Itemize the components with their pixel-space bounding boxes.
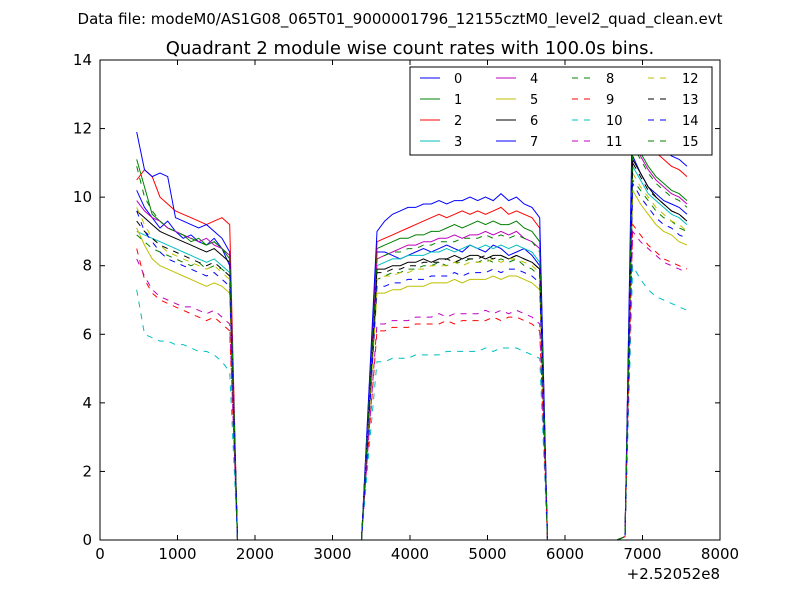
legend-label-5: 5 (530, 93, 538, 108)
legend-label-7: 7 (530, 135, 538, 150)
x-tick-label: 8000 (701, 545, 739, 563)
y-tick-label: 8 (82, 257, 92, 275)
x-tick-label: 4000 (391, 545, 429, 563)
legend-label-3: 3 (454, 135, 462, 150)
legend-label-13: 13 (682, 93, 699, 108)
x-tick-label: 2000 (236, 545, 274, 563)
legend-label-10: 10 (606, 114, 623, 129)
legend-label-15: 15 (682, 135, 699, 150)
legend-label-9: 9 (606, 93, 614, 108)
y-tick-label: 4 (82, 394, 92, 412)
tick-label-layer: 0 1000 2000 3000 4000 5000 6000 7000 80000246810… (73, 51, 739, 563)
x-tick-label: 7000 (623, 545, 661, 563)
legend-label-14: 14 (682, 114, 699, 129)
y-tick-label: 0 (82, 531, 92, 549)
x-tick-label: 3000 (313, 545, 351, 563)
x-tick-label: 5000 (468, 545, 506, 563)
figure-suptitle: Data file: modeM0/AS1G08_065T01_90000017… (78, 10, 723, 29)
plot-frame (99, 59, 721, 541)
legend-label-11: 11 (606, 135, 623, 150)
legend-label-2: 2 (454, 114, 462, 129)
y-tick-label: 6 (82, 325, 92, 343)
chart-title: Quadrant 2 module wise count rates with … (166, 38, 655, 59)
legend-label-4: 4 (530, 72, 538, 87)
legend-label-8: 8 (606, 72, 614, 87)
y-tick-label: 2 (82, 462, 92, 480)
x-offset-label: +2.52052e8 (627, 565, 720, 583)
legend-frame (409, 66, 713, 156)
y-tick-label: 14 (73, 51, 92, 69)
y-tick-label: 10 (73, 188, 92, 206)
legend-label-1: 1 (454, 93, 462, 108)
x-tick-label: 1000 (158, 545, 196, 563)
series-line-9 (136, 223, 688, 541)
legend-label-0: 0 (454, 72, 462, 87)
x-tick-label: 0 (95, 545, 105, 563)
legend-label-6: 6 (530, 114, 538, 129)
legend-label-12: 12 (682, 72, 699, 87)
y-tick-label: 12 (73, 120, 92, 138)
x-tick-label: 6000 (546, 545, 584, 563)
